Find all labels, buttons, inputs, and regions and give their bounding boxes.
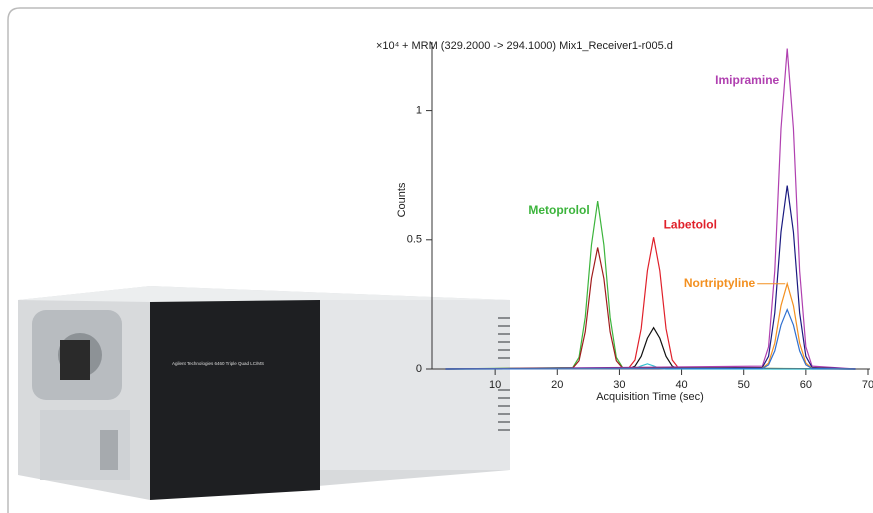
trace [445,200,856,370]
x-axis-label: Acquisition Time (sec) [596,391,704,403]
y-tick-label: 1 [416,105,422,117]
y-multiplier: ×10⁴ [376,40,400,52]
peak-label: Imipramine [715,73,779,87]
x-tick-label: 50 [738,379,750,391]
x-tick-label: 70 [862,379,873,391]
y-axis-label: Counts [396,182,408,217]
x-tick-label: 40 [675,379,687,391]
photo-label: Agilent Technologies 6460 Triple Quad LC… [172,361,264,366]
peak-label: Labetolol [664,217,717,231]
x-tick-label: 30 [613,379,625,391]
x-tick-label: 10 [489,379,501,391]
trace [445,185,856,370]
y-tick-label: 0 [416,363,422,375]
x-tick-label: 20 [551,379,563,391]
instrument-photo: Agilent Technologies 6460 Triple Quad LC… [18,286,510,500]
trace [445,281,856,370]
y-tick-label: 0.5 [407,234,422,246]
trace [445,48,856,370]
peak-label: Nortriptyline [684,276,756,290]
chart-title: + MRM (329.2000 -> 294.1000) Mix1_Receiv… [402,40,673,52]
peak-label: Metoprolol [528,203,589,217]
x-tick-label: 60 [800,379,812,391]
trace [445,247,856,370]
trace [445,307,856,370]
frame [7,7,873,513]
trace [445,237,856,370]
